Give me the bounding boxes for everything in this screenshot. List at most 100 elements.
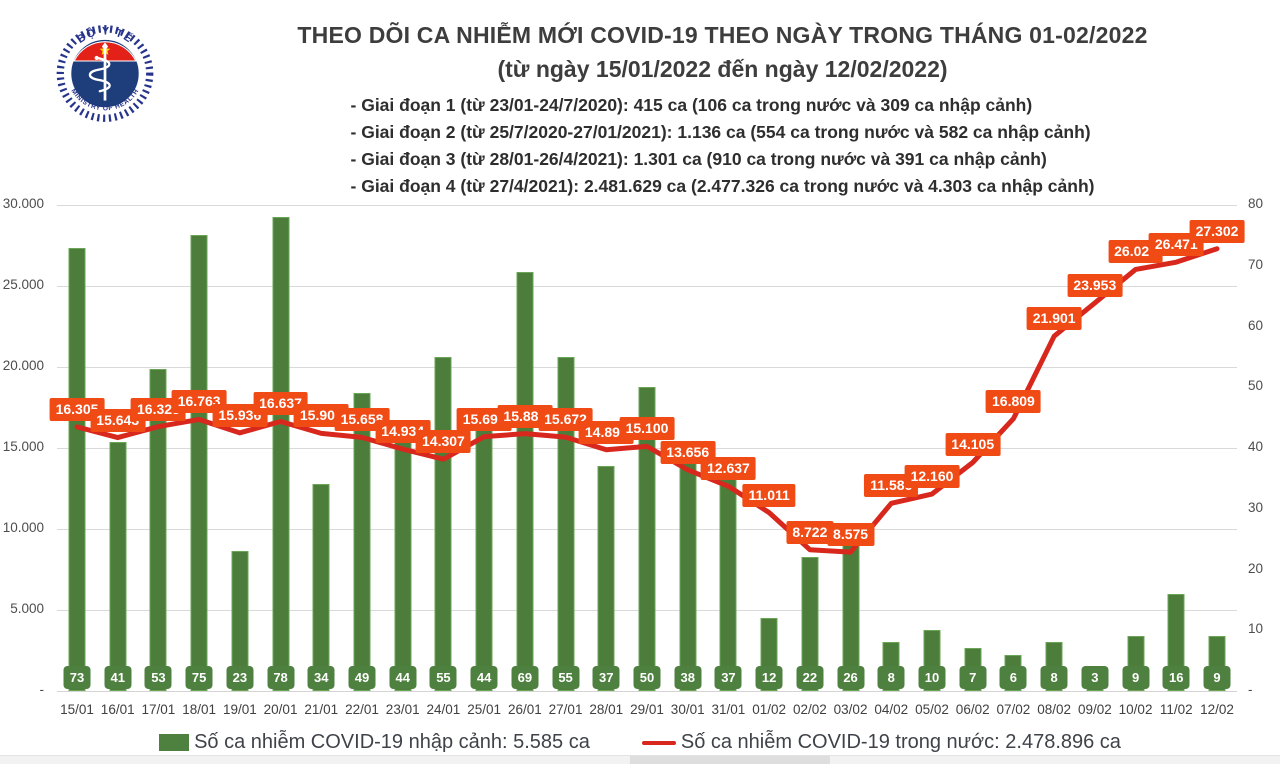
imported-cases-value-badge: 9	[1122, 666, 1150, 689]
phase-3-line: - Giai đoạn 3 (từ 28/01-26/4/2021): 1.30…	[350, 149, 1047, 169]
imported-cases-value-badge: 16	[1162, 666, 1190, 689]
x-axis-date-label: 31/01	[711, 702, 746, 717]
domestic-cases-data-label: 8.722	[786, 520, 834, 544]
x-axis-date-label: 21/01	[304, 702, 339, 717]
left-axis-tick-label: 30.000	[2, 196, 44, 211]
domestic-cases-data-label: 14.105	[945, 433, 1001, 457]
right-axis-tick-label: 10	[1248, 621, 1264, 637]
phase-2-line: - Giai đoạn 2 (từ 25/7/2020-27/01/2021):…	[350, 122, 1091, 142]
imported-cases-value-badge: 44	[389, 666, 417, 689]
imported-cases-value-badge: 9	[1203, 666, 1231, 689]
x-axis-date-label: 26/01	[507, 702, 542, 717]
x-axis-date-label: 17/01	[141, 702, 176, 717]
x-axis-date-label: 19/01	[222, 702, 257, 717]
imported-cases-value-badge: 10	[918, 666, 946, 689]
ministry-of-health-logo: BỘ Y TẾ MINISTRY OF HEALTH	[56, 25, 154, 122]
x-axis-date-label: 15/01	[60, 702, 94, 717]
logo-rod-head	[101, 42, 109, 51]
x-axis-date-label: 20/01	[263, 702, 298, 717]
imported-cases-value-badge: 22	[796, 666, 824, 689]
imported-cases-value-badge: 26	[837, 666, 865, 689]
right-axis-tick-label: -	[1248, 682, 1253, 697]
x-axis-date-label: 08/02	[1037, 702, 1072, 717]
x-axis-date-label: 30/01	[670, 702, 705, 717]
imported-cases-value-badge: 8	[877, 666, 905, 689]
domestic-cases-data-label: 26.023	[1108, 240, 1163, 264]
x-axis-date-label: 25/01	[467, 702, 502, 717]
imported-cases-value-badge: 55	[429, 666, 457, 689]
imported-cases-value-badge: 37	[714, 666, 742, 689]
imported-cases-value-badge: 8	[1040, 666, 1068, 689]
x-axis-date-label: 23/01	[385, 702, 420, 717]
phase-summary-block: - Giai đoạn 1 (từ 23/01-24/7/2020): 415 …	[351, 92, 1095, 200]
imported-cases-value-badge: 7	[959, 666, 987, 689]
left-axis-tick-label: 15.000	[2, 439, 44, 454]
imported-cases-value-badge: 55	[552, 666, 580, 689]
x-axis-date-label: 07/02	[996, 702, 1031, 717]
logo-snake-head	[94, 55, 99, 60]
imported-cases-bar	[638, 387, 656, 691]
x-axis-date-label: 18/01	[182, 702, 217, 717]
domestic-cases-data-label: 16.809	[986, 389, 1041, 413]
imported-cases-bar	[68, 247, 86, 691]
imported-cases-value-badge: 6	[999, 666, 1027, 689]
imported-cases-value-badge: 44	[470, 666, 498, 689]
imported-cases-bar	[149, 369, 167, 691]
domestic-cases-data-label: 14.307	[416, 430, 471, 454]
x-axis-date-label: 11/02	[1159, 702, 1193, 717]
imported-cases-bar	[272, 217, 290, 691]
imported-cases-value-badge: 75	[185, 666, 213, 689]
horizontal-scrollbar[interactable]	[0, 755, 1280, 764]
x-axis-date-label: 24/01	[426, 702, 461, 717]
x-axis-line	[57, 690, 1237, 692]
imported-cases-bar	[190, 235, 208, 691]
x-axis-date-label: 09/02	[1077, 702, 1112, 717]
legend-domestic-label: Số ca nhiễm COVID-19 trong nước: 2.478.8…	[680, 731, 1121, 753]
gridline	[57, 366, 1237, 368]
right-axis-tick-label: 70	[1248, 256, 1264, 272]
imported-cases-value-badge: 3	[1081, 666, 1109, 689]
right-axis-tick-label: 80	[1248, 196, 1264, 211]
line-series-marker-icon	[641, 740, 676, 745]
imported-cases-bar	[312, 484, 330, 691]
x-axis-date-label: 01/02	[752, 702, 787, 717]
x-axis-date-label: 05/02	[915, 702, 949, 717]
legend-imported-label: Số ca nhiễm COVID-19 nhập cảnh: 5.585 ca	[194, 731, 590, 753]
x-axis-date-label: 06/02	[955, 702, 990, 717]
logo-snake-icon	[88, 56, 111, 93]
domestic-cases-data-label: 27.302	[1189, 219, 1245, 243]
scrollbar-thumb[interactable]	[630, 756, 830, 764]
domestic-cases-data-label: 21.901	[1026, 307, 1082, 331]
domestic-cases-data-label: 12.160	[904, 465, 960, 488]
imported-cases-value-badge: 49	[348, 666, 376, 689]
imported-cases-value-badge: 69	[511, 666, 539, 689]
imported-cases-bar	[109, 441, 127, 691]
domestic-cases-data-label: 12.637	[701, 457, 756, 481]
x-axis-date-label: 22/01	[345, 702, 379, 717]
phase-1-line: - Giai đoạn 1 (từ 23/01-24/7/2020): 415 …	[350, 95, 1033, 115]
right-axis-tick-label: 30	[1248, 499, 1264, 515]
chart-legend: Số ca nhiễm COVID-19 nhập cảnh: 5.585 ca…	[0, 731, 1280, 754]
imported-cases-bar	[353, 393, 371, 691]
gridline	[57, 285, 1237, 287]
imported-cases-value-badge: 38	[674, 666, 702, 689]
imported-cases-value-badge: 23	[226, 666, 254, 689]
imported-cases-value-badge: 12	[755, 666, 783, 689]
imported-cases-value-badge: 41	[104, 666, 132, 689]
x-axis-date-label: 16/01	[100, 702, 135, 717]
imported-cases-value-badge: 73	[63, 666, 91, 689]
left-axis-tick-label: 20.000	[2, 358, 44, 373]
legend-item-domestic: Số ca nhiễm COVID-19 trong nước: 2.478.8…	[641, 731, 1121, 754]
domestic-cases-data-label: 8.575	[827, 523, 875, 547]
x-axis-date-label: 29/01	[630, 702, 664, 717]
legend-item-imported: Số ca nhiễm COVID-19 nhập cảnh: 5.585 ca	[159, 731, 590, 754]
logo-tick-ring	[56, 25, 154, 122]
chart-header: THEO DÕI CA NHIỄM MỚI COVID-19 THEO NGÀY…	[165, 0, 1280, 200]
page-title: THEO DÕI CA NHIỄM MỚI COVID-19 THEO NGÀY…	[297, 22, 1148, 48]
domestic-cases-data-label: 11.011	[742, 483, 796, 507]
domestic-cases-data-label: 23.953	[1067, 273, 1123, 297]
x-axis-date-label: 27/01	[548, 702, 583, 717]
